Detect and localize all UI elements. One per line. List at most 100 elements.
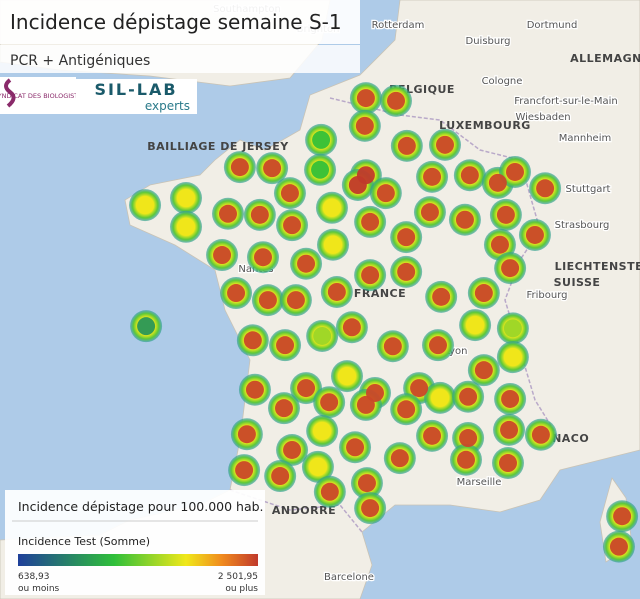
map-label: Dortmund bbox=[527, 20, 578, 31]
heat-point bbox=[237, 425, 256, 444]
heat-point bbox=[356, 395, 375, 414]
heat-point bbox=[525, 225, 544, 244]
map-label: Barcelone bbox=[324, 572, 374, 583]
heat-point bbox=[499, 454, 517, 473]
map-label: LUXEMBOURG bbox=[439, 119, 531, 132]
heat-point bbox=[136, 196, 155, 215]
heat-point bbox=[243, 331, 262, 350]
heat-point bbox=[230, 158, 249, 177]
map-label: SUISSE bbox=[554, 276, 601, 289]
map-label: Wiesbaden bbox=[515, 112, 570, 123]
heat-point bbox=[376, 184, 395, 203]
heat-point bbox=[420, 203, 439, 222]
heat-point bbox=[390, 449, 409, 468]
heat-point bbox=[490, 235, 509, 254]
heat-point bbox=[219, 204, 237, 223]
heat-point bbox=[283, 216, 302, 235]
heat-point bbox=[297, 254, 316, 273]
heat-point bbox=[455, 210, 474, 229]
legend-max-note: ou plus bbox=[225, 584, 258, 594]
heat-points bbox=[129, 82, 639, 563]
heat-point bbox=[250, 205, 269, 224]
legend-gradient bbox=[18, 554, 258, 566]
map-label: Francfort-sur-le-Main bbox=[514, 96, 617, 107]
heat-point bbox=[536, 179, 555, 198]
heat-point bbox=[280, 184, 299, 203]
legend-field: Incidence Test (Somme) bbox=[18, 535, 150, 548]
heat-point bbox=[387, 91, 405, 110]
heat-point bbox=[503, 319, 522, 338]
heat-point bbox=[177, 189, 195, 208]
heat-point bbox=[361, 499, 380, 518]
heat-point bbox=[324, 235, 342, 254]
legend-panel bbox=[5, 490, 265, 595]
map-label: Strasbourg bbox=[555, 220, 610, 231]
legend-min: 638,93 bbox=[18, 572, 50, 582]
heat-point bbox=[320, 482, 339, 501]
map-label: ANDORRE bbox=[272, 504, 336, 517]
title: Incidence dépistage semaine S-1 bbox=[10, 10, 342, 34]
heat-point bbox=[609, 537, 628, 556]
heat-point bbox=[506, 162, 524, 181]
heat-point bbox=[227, 284, 246, 303]
heat-point bbox=[313, 421, 332, 440]
heat-point bbox=[361, 212, 380, 231]
heat-point bbox=[297, 379, 316, 398]
logo-right bbox=[76, 79, 197, 114]
logo-right-top: SIL-LAB bbox=[94, 80, 177, 99]
heat-point bbox=[245, 380, 264, 399]
map-label: Mannheim bbox=[559, 133, 611, 144]
heat-point bbox=[338, 367, 356, 386]
heat-point bbox=[423, 426, 442, 445]
heat-point bbox=[410, 379, 429, 398]
heat-point bbox=[271, 467, 290, 486]
heat-point bbox=[213, 246, 232, 265]
heat-point bbox=[431, 388, 450, 407]
heat-point bbox=[397, 400, 416, 419]
map-label: LIECHTENSTEIN bbox=[555, 260, 640, 273]
map-label: Fribourg bbox=[526, 290, 567, 301]
heat-point bbox=[275, 399, 293, 418]
map-label: Rotterdam bbox=[372, 20, 425, 31]
logo-mark bbox=[4, 78, 16, 108]
heat-point bbox=[177, 217, 195, 236]
heat-point bbox=[457, 450, 475, 469]
heat-point bbox=[488, 173, 507, 192]
heat-point bbox=[308, 457, 327, 476]
heat-point bbox=[283, 440, 302, 459]
heat-point bbox=[459, 387, 478, 406]
heat-point bbox=[320, 393, 339, 412]
heat-point bbox=[356, 89, 375, 108]
heat-point bbox=[276, 336, 295, 355]
heat-point bbox=[474, 361, 493, 380]
heat-point bbox=[361, 266, 380, 285]
heat-point bbox=[500, 420, 519, 439]
map-label: BAILLIAGE DE JERSEY bbox=[147, 140, 289, 153]
map-label: ALLEMAGNE bbox=[570, 52, 640, 65]
heat-point bbox=[460, 166, 479, 185]
heat-point bbox=[254, 248, 272, 267]
heat-point bbox=[459, 429, 478, 448]
heat-point bbox=[429, 336, 447, 355]
heat-point bbox=[327, 282, 346, 301]
heat-point bbox=[258, 291, 277, 310]
legend-title: Incidence dépistage pour 100.000 hab. bbox=[18, 499, 264, 514]
subtitle: PCR + Antigéniques bbox=[10, 53, 150, 69]
heat-point bbox=[397, 136, 416, 155]
heat-point bbox=[436, 135, 454, 154]
legend-min-note: ou moins bbox=[18, 584, 60, 594]
heat-point bbox=[397, 262, 416, 281]
map-label: Duisburg bbox=[466, 36, 511, 47]
heat-point bbox=[397, 228, 416, 247]
heat-point bbox=[503, 348, 522, 367]
heat-point bbox=[432, 287, 451, 306]
heat-point bbox=[137, 317, 156, 336]
heat-point bbox=[342, 318, 361, 337]
map-label: Cologne bbox=[482, 76, 523, 87]
heat-point bbox=[263, 159, 282, 178]
map-label: Marseille bbox=[457, 477, 502, 488]
heat-point bbox=[501, 259, 520, 278]
heat-point bbox=[346, 438, 365, 457]
heat-point bbox=[357, 474, 376, 493]
